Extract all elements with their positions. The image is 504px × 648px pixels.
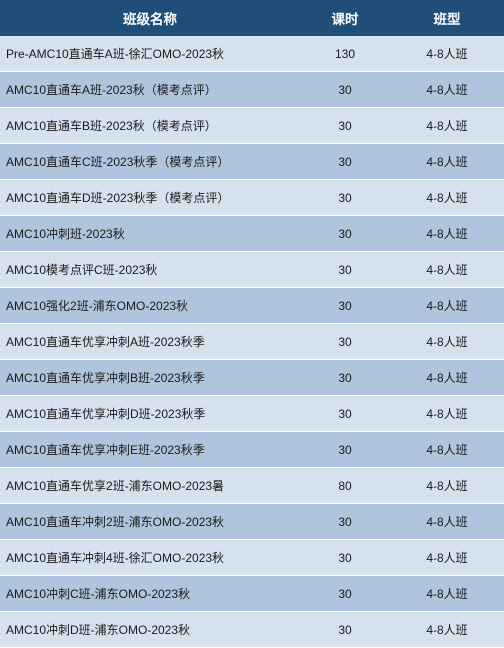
cell-class-type: 4-8人班	[390, 288, 504, 324]
table-row: AMC10冲刺D班-浦东OMO-2023秋304-8人班	[0, 612, 504, 648]
cell-hours: 30	[300, 108, 390, 144]
cell-class-type: 4-8人班	[390, 216, 504, 252]
cell-class-name: AMC10直通车D班-2023秋季（模考点评）	[0, 180, 300, 216]
cell-hours: 30	[300, 432, 390, 468]
table-row: AMC10模考点评C班-2023秋304-8人班	[0, 252, 504, 288]
cell-hours: 30	[300, 72, 390, 108]
cell-hours: 30	[300, 324, 390, 360]
cell-class-name: AMC10直通车优享2班-浦东OMO-2023暑	[0, 468, 300, 504]
class-schedule-table: 班级名称 课时 班型 Pre-AMC10直通车A班-徐汇OMO-2023秋130…	[0, 0, 504, 648]
cell-hours: 30	[300, 252, 390, 288]
cell-class-type: 4-8人班	[390, 576, 504, 612]
table-row: AMC10直通车优享冲刺B班-2023秋季304-8人班	[0, 360, 504, 396]
cell-class-name: AMC10模考点评C班-2023秋	[0, 252, 300, 288]
cell-class-type: 4-8人班	[390, 432, 504, 468]
header-class-type: 班型	[390, 0, 504, 36]
table-row: AMC10直通车优享冲刺D班-2023秋季304-8人班	[0, 396, 504, 432]
cell-class-type: 4-8人班	[390, 468, 504, 504]
cell-hours: 30	[300, 360, 390, 396]
table-row: AMC10直通车D班-2023秋季（模考点评）304-8人班	[0, 180, 504, 216]
cell-hours: 30	[300, 180, 390, 216]
cell-class-type: 4-8人班	[390, 144, 504, 180]
table-row: AMC10直通车冲刺4班-徐汇OMO-2023秋304-8人班	[0, 540, 504, 576]
cell-hours: 30	[300, 288, 390, 324]
table-row: AMC10冲刺C班-浦东OMO-2023秋304-8人班	[0, 576, 504, 612]
table-row: AMC10直通车C班-2023秋季（模考点评）304-8人班	[0, 144, 504, 180]
cell-class-name: AMC10直通车A班-2023秋（模考点评）	[0, 72, 300, 108]
cell-class-name: AMC10冲刺班-2023秋	[0, 216, 300, 252]
cell-hours: 30	[300, 216, 390, 252]
cell-class-type: 4-8人班	[390, 324, 504, 360]
cell-class-name: AMC10直通车冲刺4班-徐汇OMO-2023秋	[0, 540, 300, 576]
table-row: AMC10直通车优享冲刺E班-2023秋季304-8人班	[0, 432, 504, 468]
cell-hours: 30	[300, 396, 390, 432]
cell-class-type: 4-8人班	[390, 396, 504, 432]
cell-class-type: 4-8人班	[390, 72, 504, 108]
cell-class-type: 4-8人班	[390, 504, 504, 540]
table-row: AMC10直通车优享冲刺A班-2023秋季304-8人班	[0, 324, 504, 360]
table-row: AMC10强化2班-浦东OMO-2023秋304-8人班	[0, 288, 504, 324]
cell-class-type: 4-8人班	[390, 180, 504, 216]
header-hours: 课时	[300, 0, 390, 36]
table-row: AMC10冲刺班-2023秋304-8人班	[0, 216, 504, 252]
cell-class-name: AMC10直通车优享冲刺B班-2023秋季	[0, 360, 300, 396]
table-row: AMC10直通车B班-2023秋（模考点评）304-8人班	[0, 108, 504, 144]
cell-class-name: AMC10冲刺C班-浦东OMO-2023秋	[0, 576, 300, 612]
cell-class-type: 4-8人班	[390, 540, 504, 576]
cell-class-name: AMC10直通车优享冲刺E班-2023秋季	[0, 432, 300, 468]
cell-hours: 80	[300, 468, 390, 504]
cell-hours: 30	[300, 540, 390, 576]
header-class-name: 班级名称	[0, 0, 300, 36]
table-header-row: 班级名称 课时 班型	[0, 0, 504, 36]
table-row: AMC10直通车冲刺2班-浦东OMO-2023秋304-8人班	[0, 504, 504, 540]
cell-hours: 130	[300, 36, 390, 72]
cell-class-type: 4-8人班	[390, 612, 504, 648]
cell-class-name: AMC10强化2班-浦东OMO-2023秋	[0, 288, 300, 324]
cell-hours: 30	[300, 612, 390, 648]
table-row: AMC10直通车优享2班-浦东OMO-2023暑804-8人班	[0, 468, 504, 504]
table-row: Pre-AMC10直通车A班-徐汇OMO-2023秋1304-8人班	[0, 36, 504, 72]
cell-class-name: AMC10直通车优享冲刺A班-2023秋季	[0, 324, 300, 360]
cell-class-name: AMC10直通车B班-2023秋（模考点评）	[0, 108, 300, 144]
cell-class-type: 4-8人班	[390, 108, 504, 144]
table-body: Pre-AMC10直通车A班-徐汇OMO-2023秋1304-8人班AMC10直…	[0, 36, 504, 648]
cell-class-type: 4-8人班	[390, 252, 504, 288]
cell-class-name: AMC10直通车优享冲刺D班-2023秋季	[0, 396, 300, 432]
cell-hours: 30	[300, 504, 390, 540]
table-row: AMC10直通车A班-2023秋（模考点评）304-8人班	[0, 72, 504, 108]
cell-class-type: 4-8人班	[390, 36, 504, 72]
cell-class-type: 4-8人班	[390, 360, 504, 396]
cell-hours: 30	[300, 144, 390, 180]
cell-class-name: AMC10冲刺D班-浦东OMO-2023秋	[0, 612, 300, 648]
cell-hours: 30	[300, 576, 390, 612]
cell-class-name: Pre-AMC10直通车A班-徐汇OMO-2023秋	[0, 36, 300, 72]
cell-class-name: AMC10直通车冲刺2班-浦东OMO-2023秋	[0, 504, 300, 540]
cell-class-name: AMC10直通车C班-2023秋季（模考点评）	[0, 144, 300, 180]
